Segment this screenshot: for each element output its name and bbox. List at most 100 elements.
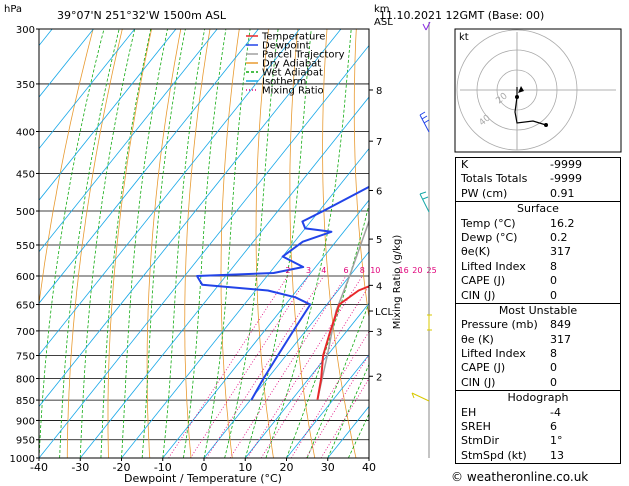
dry-adiabat-line <box>39 29 94 308</box>
copyright-link[interactable]: © weatheronline.co.uk <box>451 470 589 484</box>
mixing-ratio-line <box>229 275 347 458</box>
dewpoint-line <box>196 185 369 401</box>
legend-label: Wet Adiabat <box>262 68 323 79</box>
temperature-tick-label: 20 <box>280 461 294 474</box>
most-unstable-header: Most Unstable <box>456 302 620 318</box>
altitude-tick-label: 7 <box>376 137 382 148</box>
dry-adiabat-line <box>184 29 211 458</box>
hodograph-frame <box>454 28 622 153</box>
isotherm-line <box>39 29 301 356</box>
pressure-tick-label: 750 <box>16 352 35 363</box>
mixing-ratio-tick-label: 3 <box>306 266 311 275</box>
hodograph-point <box>515 95 519 99</box>
dry-adiabat-line <box>322 29 357 458</box>
indices-table: K -9999 Totals Totals -9999 PW (cm) 0.91 Su… <box>455 157 621 465</box>
dry-adiabat-line <box>255 29 274 458</box>
isotherm-line <box>39 29 136 150</box>
altitude-tick-label: 3 <box>376 327 382 338</box>
hodograph-table-row: SREH 6 <box>461 420 557 434</box>
legend-label: Isotherm <box>262 77 306 88</box>
pressure-tick-label: 700 <box>16 327 35 338</box>
surface-row: CAPE (J) 0 <box>461 274 557 288</box>
dry-adiabat-line <box>353 29 369 320</box>
index-row-k: K -9999 <box>461 158 582 171</box>
hodograph-panel: kt 20 40 <box>454 28 622 153</box>
legend-label: Parcel Trajectory <box>262 50 345 61</box>
pressure-tick-label: 800 <box>16 375 35 386</box>
hodograph-end-point <box>544 123 548 127</box>
location-title: 39°07'N 251°32'W 1500m ASL <box>57 9 227 22</box>
hodograph-ring-40 <box>476 49 558 131</box>
mixing-ratio-line <box>260 285 369 458</box>
most-unstable-row: Lifted Index 8 <box>461 347 557 361</box>
most-unstable-row: θe (K) 317 <box>461 332 571 346</box>
pressure-tick-label: 950 <box>16 436 35 447</box>
surface-row: θe(K) 317 <box>461 245 571 259</box>
dry-adiabat-line <box>289 29 316 458</box>
wind-barb-500 <box>419 191 430 213</box>
datetime-title: 11.10.2021 12GMT (Base: 00) <box>379 9 544 22</box>
pressure-tick-label: 600 <box>16 272 35 283</box>
temperature-tick-label: 40 <box>362 461 376 474</box>
isotherm-line <box>39 29 259 304</box>
sounding-series <box>196 185 369 401</box>
mixing-ratio-line <box>305 353 369 458</box>
hpa-label: hPa <box>4 4 22 15</box>
mixing-ratio-tick-label: 10 <box>370 266 380 275</box>
temperature-line <box>316 285 369 400</box>
mixing-ratio-labels: 2 3 4 6 8 10 16 20 25 <box>285 266 436 275</box>
isotherm-line <box>39 29 177 201</box>
altitude-tick-label: 5 <box>376 235 382 246</box>
storm-motion-marker <box>518 86 524 93</box>
wet-adiabat-line <box>224 29 279 458</box>
mixing-ratio-line <box>247 275 363 458</box>
legend-label: Temperature <box>261 32 325 43</box>
temperature-tick-label: 30 <box>321 461 335 474</box>
pressure-tick-label: 850 <box>16 396 35 407</box>
hodograph-table-row: EH -4 <box>461 405 561 419</box>
isotherm-line <box>39 29 218 253</box>
pressure-tick-label: 300 <box>16 25 35 36</box>
index-row-pw: PW (cm) 0.91 <box>461 186 575 200</box>
isotherm-line <box>203 251 369 458</box>
pressure-tick-label: 1000 <box>10 454 35 465</box>
dry-adiabat-line <box>66 29 123 458</box>
parcel-trajectory-line <box>316 219 369 400</box>
temperature-tick-label: -10 <box>154 461 172 474</box>
mixing-ratio-line <box>290 330 369 458</box>
pressure-tick-label: 650 <box>16 301 35 312</box>
pressure-tick-label: 350 <box>16 80 35 91</box>
km-label: km <box>374 4 390 15</box>
temperature-tick-label: 10 <box>238 461 252 474</box>
mixing-ratio-tick-label: 8 <box>360 266 365 275</box>
isotherm-lines <box>39 29 369 458</box>
wind-barb-850 <box>411 392 430 402</box>
surface-row: Lifted Index 8 <box>461 259 557 273</box>
asl-label: ASL <box>374 17 393 28</box>
legend-label: Dewpoint <box>262 41 310 52</box>
isotherm-line <box>286 354 369 458</box>
mixing-ratio-tick-label: 25 <box>427 266 437 275</box>
temperature-tick-label: 0 <box>201 461 208 474</box>
hodograph-table-row: StmDir 1° <box>461 434 563 448</box>
most-unstable-row: CAPE (J) 0 <box>461 361 557 375</box>
most-unstable-row: CIN (J) 0 <box>461 375 557 389</box>
pressure-tick-label: 900 <box>16 417 35 428</box>
wind-barb-400 <box>419 111 430 133</box>
wind-barb-300 <box>422 21 431 31</box>
hodograph-ring-60 <box>456 29 578 151</box>
index-row-totals: Totals Totals -9999 <box>461 172 582 186</box>
altitude-tick-label: 2 <box>376 372 382 383</box>
pressure-tick-label: 550 <box>16 241 35 252</box>
mixing-ratio-tick-label: 16 <box>399 266 409 275</box>
isotherm-line <box>79 96 369 458</box>
temperature-tick-label: -20 <box>113 461 131 474</box>
legend-label: Dry Adiabat <box>262 59 321 70</box>
altitude-tick-label: 6 <box>376 187 382 198</box>
mixing-ratio-tick-label: 6 <box>343 266 348 275</box>
mixing-ratio-tick-label: 2 <box>285 266 290 275</box>
pressure-tick-label: 400 <box>16 128 35 139</box>
wet-adiabat-line <box>244 29 312 458</box>
isotherm-line <box>244 302 369 458</box>
